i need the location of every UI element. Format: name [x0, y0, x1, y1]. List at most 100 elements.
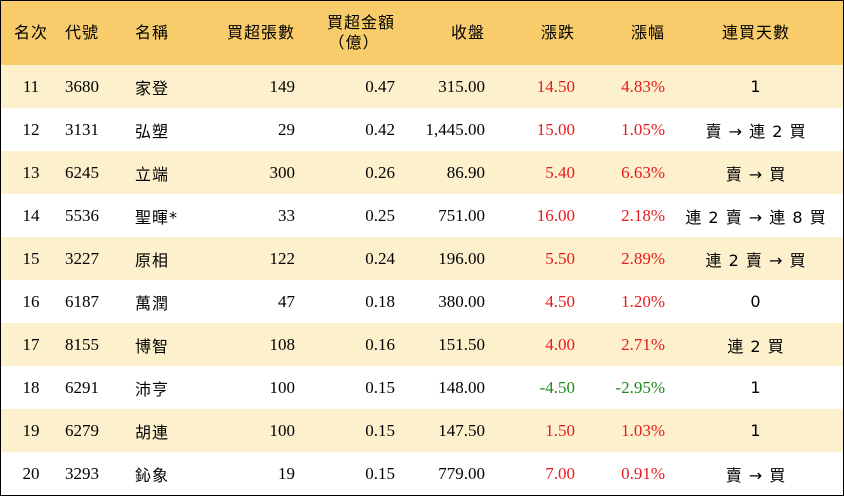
cell-amount: 0.42 [365, 119, 395, 139]
cell-close: 86.90 [446, 162, 485, 182]
cell-streak: 連 2 買 [727, 336, 785, 356]
cell-pct: 1.05% [621, 119, 665, 139]
cell-amount: 0.16 [365, 334, 395, 354]
cell-name: 原相 [135, 250, 170, 270]
cell-lots: 122 [269, 248, 296, 268]
cell-name: 鈊象 [135, 465, 170, 485]
table-row: 18 6291 沛亨 100 0.15 148.00 -4.50 -2.95% … [1, 366, 843, 409]
cell-pct: 2.71% [621, 334, 665, 354]
cell-rank: 17 [22, 334, 40, 354]
cell-amount: 0.26 [365, 162, 395, 182]
cell-code: 3131 [65, 119, 99, 139]
cell-rank: 11 [22, 76, 40, 96]
cell-change: 4.00 [545, 334, 575, 354]
cell-lots: 19 [278, 463, 295, 483]
cell-close: 196.00 [438, 248, 485, 268]
cell-lots: 33 [278, 205, 295, 225]
table-row: 12 3131 弘塑 29 0.42 1,445.00 15.00 1.05% … [1, 108, 843, 151]
cell-change: 16.00 [536, 205, 575, 225]
header-rank: 名次 [13, 23, 48, 42]
cell-streak: 1 [750, 378, 762, 397]
cell-streak: 賣 → 買 [725, 164, 787, 184]
table-row: 17 8155 博智 108 0.16 151.50 4.00 2.71% 連 … [1, 323, 843, 366]
header-close: 收盤 [450, 23, 485, 42]
cell-close: 779.00 [438, 463, 485, 483]
cell-close: 315.00 [438, 76, 485, 96]
header-streak: 連買天數 [721, 23, 790, 42]
cell-streak: 連 2 賣 → 買 [705, 250, 807, 270]
cell-name: 沛亨 [135, 379, 170, 399]
cell-amount: 0.25 [365, 205, 395, 225]
table-row: 13 6245 立端 300 0.26 86.90 5.40 6.63% 賣 →… [1, 151, 843, 194]
table-row: 11 3680 家登 149 0.47 315.00 14.50 4.83% 1 [1, 65, 843, 108]
table-body: 11 3680 家登 149 0.47 315.00 14.50 4.83% 1… [1, 65, 843, 495]
cell-pct: 2.18% [621, 205, 665, 225]
cell-lots: 100 [269, 420, 296, 440]
cell-code: 6291 [65, 377, 99, 397]
cell-change: 5.40 [545, 162, 575, 182]
table-row: 15 3227 原相 122 0.24 196.00 5.50 2.89% 連 … [1, 237, 843, 280]
cell-close: 380.00 [438, 291, 485, 311]
cell-code: 6187 [65, 291, 99, 311]
cell-pct: 1.03% [621, 420, 665, 440]
cell-amount: 0.47 [365, 76, 395, 96]
cell-change: 5.50 [545, 248, 575, 268]
header-amount: 買超金額 （億） [299, 1, 399, 65]
cell-lots: 47 [278, 291, 295, 311]
cell-change: 1.50 [545, 420, 575, 440]
cell-change: -4.50 [539, 377, 575, 397]
cell-close: 148.00 [438, 377, 485, 397]
cell-change: 15.00 [536, 119, 575, 139]
cell-streak: 賣 → 買 [725, 465, 787, 485]
header-amount-line2: （億） [328, 33, 380, 52]
cell-change: 7.00 [545, 463, 575, 483]
cell-name: 立端 [135, 164, 170, 184]
cell-rank: 16 [22, 291, 40, 311]
cell-code: 3227 [65, 248, 99, 268]
cell-name: 聖暉* [135, 207, 179, 227]
cell-rank: 19 [22, 420, 40, 440]
cell-name: 弘塑 [135, 121, 170, 141]
cell-streak: 1 [750, 77, 762, 96]
cell-amount: 0.15 [365, 377, 395, 397]
cell-code: 8155 [65, 334, 99, 354]
cell-name: 博智 [135, 336, 170, 356]
cell-rank: 14 [22, 205, 40, 225]
cell-streak: 連 2 賣 → 連 8 買 [685, 207, 827, 227]
table-row: 16 6187 萬潤 47 0.18 380.00 4.50 1.20% 0 [1, 280, 843, 323]
cell-pct: 1.20% [621, 291, 665, 311]
table-row: 14 5536 聖暉* 33 0.25 751.00 16.00 2.18% 連… [1, 194, 843, 237]
table-row: 20 3293 鈊象 19 0.15 779.00 7.00 0.91% 賣 →… [1, 452, 843, 495]
cell-close: 147.50 [438, 420, 485, 440]
cell-amount: 0.15 [365, 420, 395, 440]
header-pct: 漲幅 [630, 23, 665, 42]
cell-lots: 29 [278, 119, 295, 139]
cell-name: 家登 [135, 78, 170, 98]
cell-rank: 13 [22, 162, 40, 182]
cell-code: 3680 [65, 76, 99, 96]
cell-close: 1,445.00 [425, 119, 486, 139]
cell-close: 751.00 [438, 205, 485, 225]
cell-change: 14.50 [536, 76, 575, 96]
cell-pct: 6.63% [621, 162, 665, 182]
cell-streak: 0 [750, 292, 762, 311]
cell-rank: 15 [22, 248, 40, 268]
cell-close: 151.50 [438, 334, 485, 354]
cell-streak: 賣 → 連 2 買 [705, 121, 807, 141]
cell-rank: 20 [22, 463, 40, 483]
header-change: 漲跌 [540, 23, 575, 42]
cell-streak: 1 [750, 421, 762, 440]
cell-pct: 2.89% [621, 248, 665, 268]
cell-code: 6279 [65, 420, 99, 440]
header-lots: 買超張數 [226, 23, 295, 42]
cell-code: 6245 [65, 162, 99, 182]
cell-lots: 300 [269, 162, 296, 182]
cell-code: 3293 [65, 463, 99, 483]
cell-lots: 100 [269, 377, 296, 397]
cell-pct: 0.91% [621, 463, 665, 483]
header-amount-line1: 買超金額 [326, 13, 395, 32]
cell-rank: 12 [22, 119, 40, 139]
cell-name: 萬潤 [135, 293, 170, 313]
table-row: 19 6279 胡連 100 0.15 147.50 1.50 1.03% 1 [1, 409, 843, 452]
